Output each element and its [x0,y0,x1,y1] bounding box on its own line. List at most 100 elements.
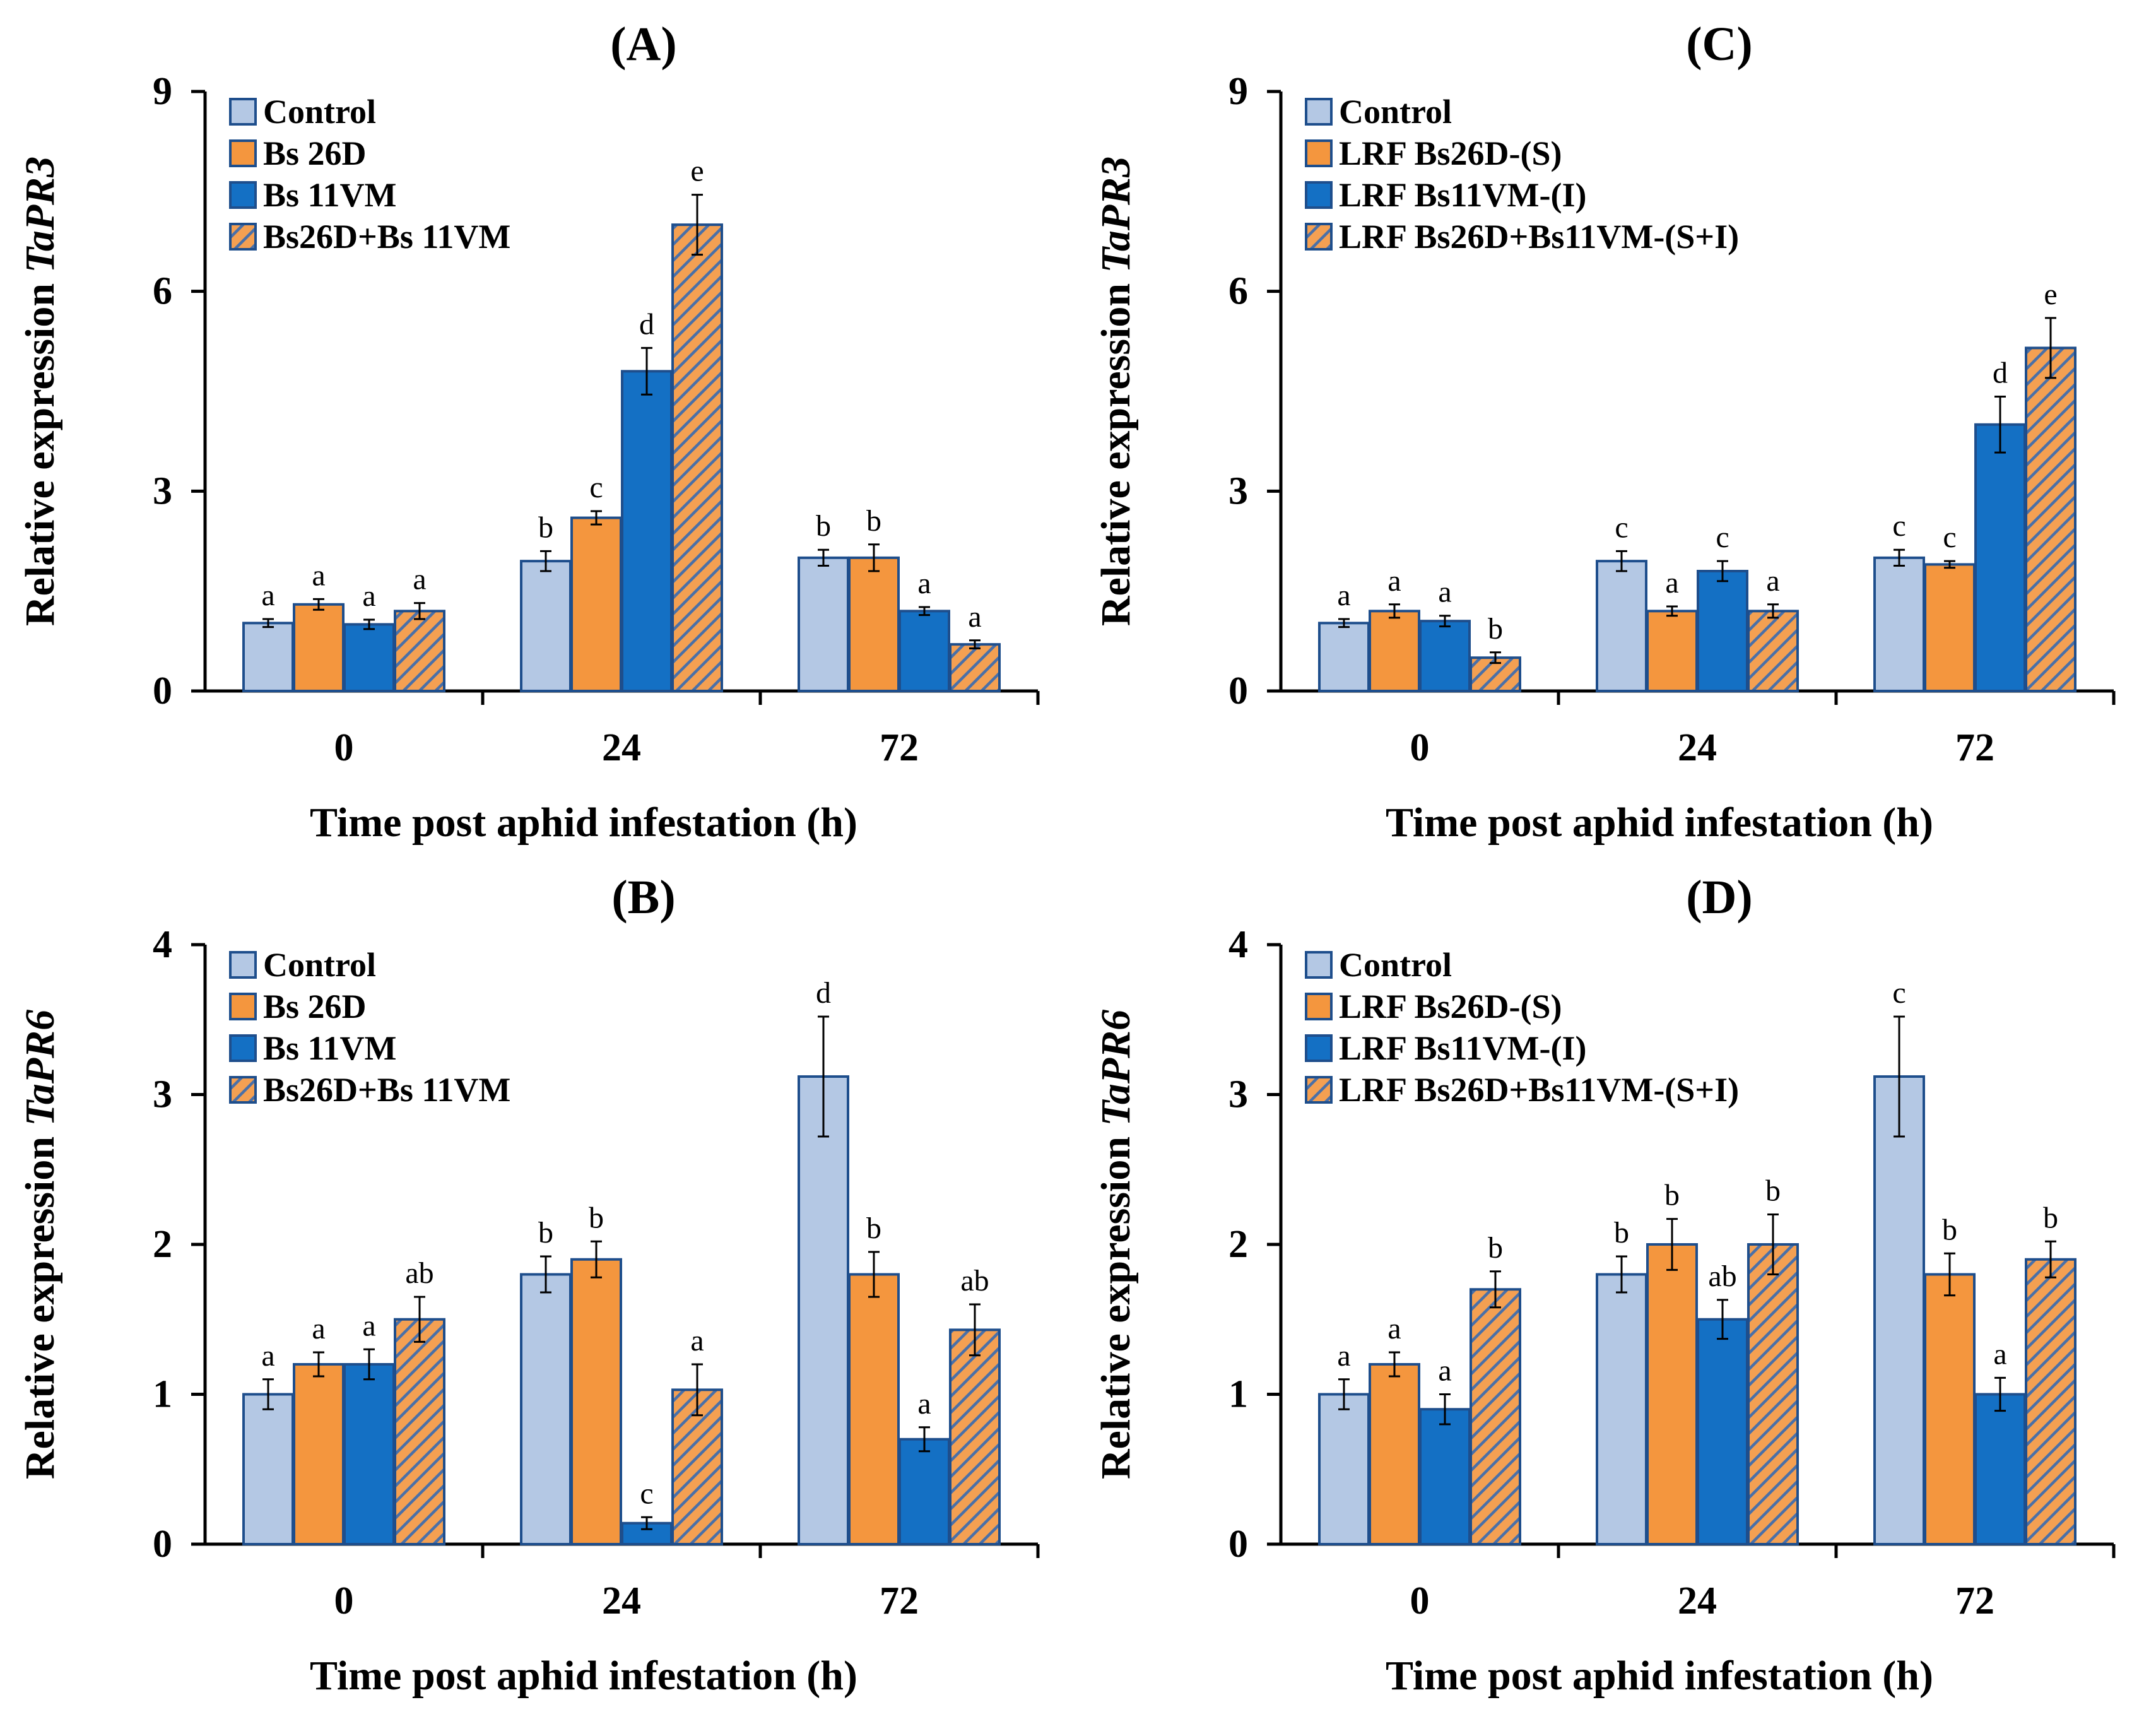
panel-title: (B) [611,871,675,924]
bar [394,610,445,692]
significance-letter: b [1488,1231,1503,1265]
bar [1697,570,1748,692]
bar [949,1328,1001,1545]
significance-letter: ab [405,1256,433,1290]
bar [242,1393,294,1545]
bar [671,223,723,693]
x-tick-label: 0 [334,726,354,769]
significance-letter: e [2044,278,2057,311]
significance-letter: a [312,1312,325,1345]
x-tick-label: 24 [1678,726,1717,769]
significance-letter: a [1337,579,1350,612]
y-axis-title: Relative expression TaPR6 [17,1010,63,1479]
bar [1974,423,2026,692]
significance-letter: c [1892,976,1906,1010]
significance-letter: a [917,1387,931,1420]
bar [1369,1363,1420,1545]
legend-swatch [229,139,257,167]
significance-letter: e [690,155,704,188]
bar [1419,1408,1471,1545]
significance-letter: a [690,1324,704,1357]
significance-letter: a [362,1309,375,1342]
y-axis-gene-name: TaPR6 [17,1010,63,1126]
significance-letter: c [1943,521,1956,554]
y-axis-gene-name: TaPR6 [1093,1010,1139,1126]
y-axis-title: Relative expression TaPR3 [1093,156,1139,626]
significance-letter: c [589,471,603,504]
legend-label: LRF Bs11VM-(I) [1339,176,1586,214]
significance-letter: a [1387,1312,1401,1345]
significance-letter: d [1993,356,2008,389]
legend-swatch [229,1034,257,1062]
significance-letter: b [816,509,831,543]
x-tick-label: 72 [1955,726,1994,769]
legend-label: Control [1339,946,1452,984]
y-axis-title-prefix: Relative expression [17,1126,63,1479]
significance-letter: a [1438,1354,1451,1388]
significance-letter: a [1766,564,1779,598]
y-tick-label: 9 [153,70,172,113]
x-tick-label: 0 [1410,1580,1430,1622]
y-tick-label: 3 [153,469,172,512]
significance-letter: b [2043,1201,2058,1234]
y-tick-label: 3 [153,1073,172,1116]
significance-letter: a [362,579,375,613]
significance-letter: a [1665,566,1678,599]
bar [1318,622,1370,692]
bar [1419,620,1471,693]
x-tick-label: 0 [334,1580,354,1622]
legend-label: Control [263,93,376,131]
panel-d: (D) 0 1 2 3 4 Relative expression TaPR6 0 24 72 Ti… [1093,871,2116,1699]
bar [1596,1273,1647,1545]
bar [343,623,395,693]
y-tick-label: 0 [1228,1523,1248,1566]
y-tick-label: 1 [1228,1373,1248,1416]
significance-letter: b [1942,1213,1957,1246]
y-tick-label: 6 [153,270,172,313]
significance-letter: a [917,567,931,600]
bar [1747,610,1799,692]
x-tick-label: 72 [880,1580,919,1622]
significance-letter: a [968,600,981,634]
bar [293,603,345,692]
legend-label: Bs 26D [263,988,367,1025]
y-tick-label: 0 [153,670,172,712]
bar [242,622,294,692]
x-tick-label: 24 [602,726,641,769]
bar [949,643,1001,692]
legend-label: LRF Bs26D-(S) [1339,988,1562,1025]
panel-a: (A) 0 3 6 9 Relative expression TaPR3 0 24 72 Tim… [17,18,1040,846]
bar [798,556,849,693]
significance-letter: a [1438,576,1451,609]
bar [1369,610,1420,692]
significance-letter: b [1765,1174,1781,1208]
y-tick-label: 2 [153,1223,172,1266]
panel-c: (C) 0 3 6 9 Relative expression TaPR3 0 24 72 Tim… [1093,18,2116,846]
bar [798,1075,849,1545]
significance-letter: d [639,307,654,341]
legend-swatch [229,181,257,209]
bar [1646,1243,1698,1545]
significance-letter: c [640,1477,653,1510]
significance-letter: ab [1708,1260,1736,1293]
y-axis-title-prefix: Relative expression [1093,273,1139,626]
significance-letter: b [538,511,553,544]
bar [570,1258,622,1545]
bar [848,1273,900,1545]
bar [1924,1273,1976,1545]
legend-label: LRF Bs26D+Bs11VM-(S+I) [1339,1071,1739,1109]
significance-letter: a [1387,564,1401,598]
significance-letter: c [1892,509,1906,543]
bar [898,1438,950,1545]
bar [2025,346,2076,692]
x-tick-label: 72 [1955,1580,1994,1622]
legend-label: Bs 11VM [263,176,397,214]
x-axis-title: Time post aphid infestation (h) [1386,800,1933,846]
significance-letter: a [261,579,274,612]
significance-letter: ab [960,1264,989,1297]
legend-swatch [1305,1076,1333,1104]
y-axis-title: Relative expression TaPR3 [17,156,63,626]
bar [621,370,673,692]
x-tick-label: 0 [1410,726,1430,769]
